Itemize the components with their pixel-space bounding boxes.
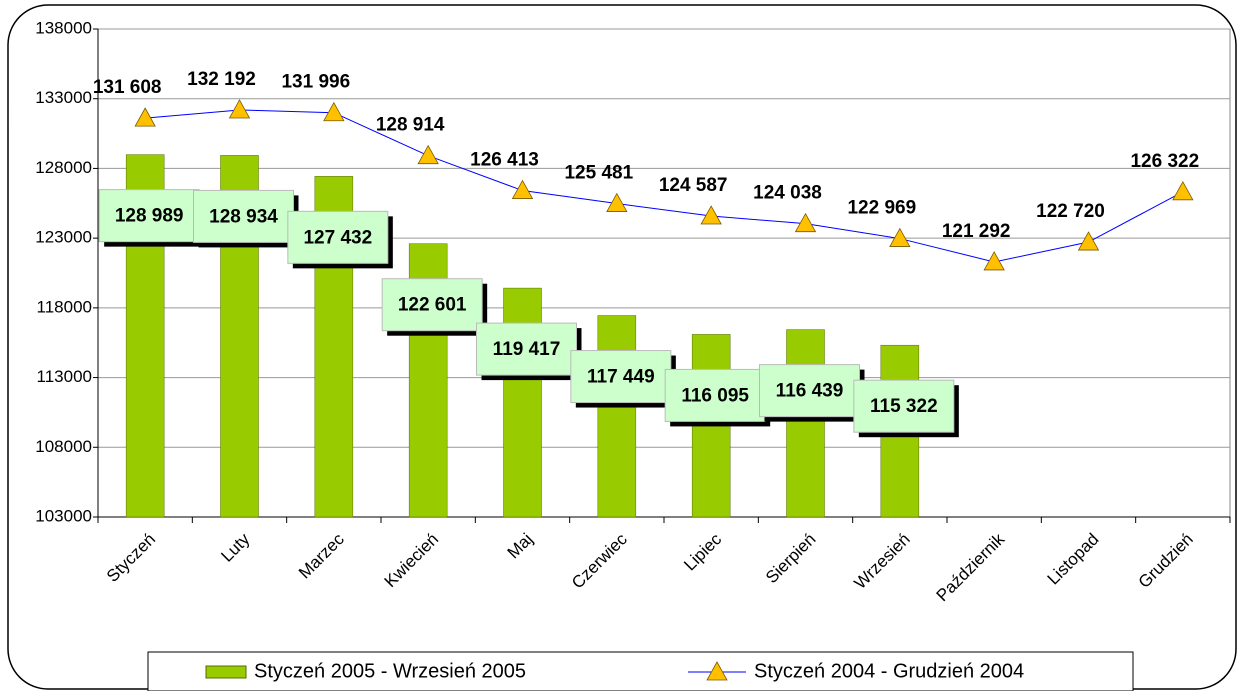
- y-tick-label: 108000: [35, 437, 92, 456]
- bar: [503, 287, 542, 518]
- data-label: 131 996: [281, 72, 350, 93]
- data-label: 124 587: [659, 175, 728, 196]
- label-box: [381, 278, 483, 332]
- data-label: 117 449: [587, 367, 655, 388]
- data-label: 132 192: [187, 69, 256, 90]
- y-tick-label: 113000: [37, 367, 92, 386]
- marker: [889, 227, 911, 247]
- data-label: 126 413: [470, 150, 539, 171]
- y-tick-label: 103000: [35, 506, 92, 525]
- legend-label: Styczeń 2004 - Grudzień 2004: [754, 660, 1024, 682]
- marker: [417, 144, 439, 165]
- label-box: [759, 364, 860, 418]
- data-label: 126 322: [1130, 151, 1199, 172]
- marker: [228, 99, 251, 119]
- label-box: [570, 350, 672, 404]
- marker: [511, 179, 534, 199]
- label-box: [853, 379, 955, 433]
- data-label: 122 720: [1036, 201, 1105, 222]
- marker: [1077, 231, 1100, 251]
- data-label: 131 608: [93, 77, 162, 98]
- bar: [786, 329, 825, 518]
- label-box: [287, 210, 389, 264]
- data-label: 125 481: [564, 163, 633, 184]
- data-label: 124 038: [753, 183, 822, 204]
- data-label: 122 601: [398, 295, 467, 316]
- legend-swatch: [205, 665, 247, 679]
- data-label: 121 292: [942, 221, 1011, 242]
- marker: [794, 212, 817, 233]
- data-label: 115 322: [870, 396, 938, 417]
- marker: [700, 205, 722, 225]
- y-tick-label: 118000: [37, 297, 92, 316]
- legend-label: Styczeń 2005 - Wrzesień 2005: [254, 660, 526, 682]
- data-label: 119 417: [493, 339, 561, 360]
- data-label: 116 439: [776, 381, 844, 402]
- label-box: [476, 322, 577, 376]
- data-label: 128 934: [209, 206, 278, 227]
- bar: [597, 315, 637, 518]
- data-label: 122 969: [847, 198, 916, 219]
- data-label: 128 989: [115, 206, 184, 227]
- label-box: [193, 189, 294, 243]
- y-tick-label: 138000: [35, 18, 92, 37]
- marker: [134, 107, 156, 127]
- marker: [1172, 181, 1194, 201]
- legend-box: [147, 651, 1134, 691]
- marker: [606, 192, 628, 212]
- data-label: 128 914: [376, 115, 445, 136]
- legend-marker: [706, 661, 728, 681]
- plot-area: [97, 28, 1231, 518]
- y-tick-label: 128000: [35, 158, 92, 177]
- marker: [323, 101, 345, 122]
- y-tick-label: 123000: [35, 228, 92, 247]
- data-label: 116 095: [681, 385, 749, 406]
- y-tick-label: 133000: [35, 88, 92, 107]
- marker: [983, 251, 1005, 271]
- line: [145, 109, 1184, 263]
- data-label: 127 432: [303, 227, 372, 248]
